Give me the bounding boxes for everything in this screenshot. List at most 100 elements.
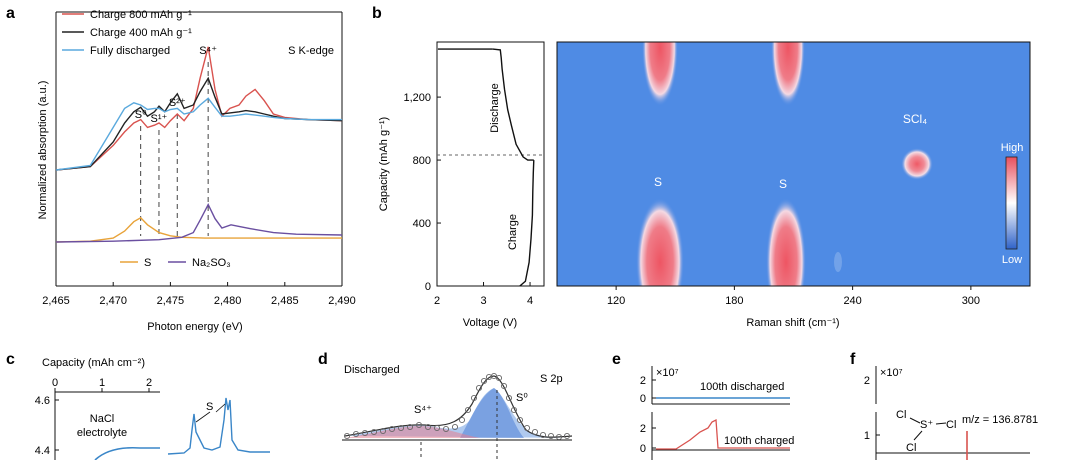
panel-c-peak-label: S <box>206 401 213 413</box>
panel-b-ylabel: Capacity (mAh g⁻¹) <box>378 117 390 211</box>
panel-a-xticks: 2,465 2,470 2,475 2,480 2,485 2,490 <box>42 282 356 307</box>
panel-d-point <box>433 424 441 432</box>
panel-b-voltage-axes <box>436 41 545 287</box>
molecule-atom-Cl-1: Cl <box>896 409 906 421</box>
panel-d-point <box>442 425 450 433</box>
heatmap-hotspot-S-high-top <box>771 42 805 106</box>
panel-d-point <box>516 416 524 424</box>
heatmap-hotspot-SCl4 <box>901 148 933 180</box>
heatmap-label-S-1: S <box>654 175 662 189</box>
panel-d-point <box>352 430 360 438</box>
legend-label-discharged: Fully discharged <box>90 45 170 57</box>
panel-d-peak-label-S4: S⁴⁺ <box>414 404 432 416</box>
panel-e-label-discharged: 100th discharged <box>700 381 784 393</box>
heatmap-hotspot-S-low-top <box>642 42 678 106</box>
panel-e-axes <box>651 366 790 460</box>
panel-f-molecule: Cl S⁺ Cl Cl <box>896 409 956 454</box>
panel-c-raman-trace <box>167 397 270 455</box>
panel-d-point <box>480 377 488 385</box>
panel-a-series-2 <box>55 97 342 171</box>
panel-d-fit-red <box>345 426 480 438</box>
panel-e-label-charged: 100th charged <box>724 435 794 447</box>
panel-a-letter: a <box>6 5 15 22</box>
panel-e-trace-charged <box>656 418 790 450</box>
panel-e-ytick-2-top: 2 <box>640 375 646 387</box>
panel-e-ytick-0-bottom: 0 <box>640 443 646 455</box>
molecule-atom-Cl-2: Cl <box>946 419 956 431</box>
panel-d-point <box>406 423 414 431</box>
panel-c-ytick-0: 4.6 <box>35 395 50 407</box>
panel-b-xtick-label: 3 <box>480 295 486 307</box>
panel-b-yticks: 0 400 800 1,200 <box>403 92 441 293</box>
panel-b-xticks: 2 3 4 <box>434 282 533 307</box>
legend-label-charge400: Charge 400 mAh g⁻¹ <box>90 27 192 39</box>
molecule-atom-S: S⁺ <box>920 419 933 431</box>
panel-d-point <box>397 424 405 432</box>
heatmap-faint-mark <box>834 252 842 272</box>
panel-a-axes <box>55 11 343 287</box>
panel-a-curves <box>55 46 343 243</box>
panel-d-letter: d <box>318 351 328 368</box>
panel-d-point <box>547 432 555 440</box>
molecule-atom-Cl-3: Cl <box>906 442 916 454</box>
panel-b-ytick-label: 800 <box>413 155 431 167</box>
panel-a-series-1 <box>55 76 343 171</box>
panel-d-datapoints <box>343 372 571 441</box>
panel-d-point <box>495 374 503 382</box>
panel-a-peak-label: S⁰ <box>135 109 147 121</box>
panel-a-xtick-label: 2,490 <box>328 295 356 307</box>
panel-c-peak-pointer-2 <box>215 403 226 413</box>
panel-d-point <box>505 394 513 402</box>
panel-d-point <box>361 429 369 437</box>
colorbar-high-label: High <box>1001 142 1024 154</box>
panel-d-point <box>490 372 498 380</box>
panel-a-peak-label: S⁴⁺ <box>199 45 217 57</box>
panel-d-point <box>531 428 539 436</box>
panel-d-point <box>379 427 387 435</box>
panel-d-xps <box>342 372 573 460</box>
panel-e-ytick-2-bottom: 2 <box>640 423 646 435</box>
panel-d-point <box>458 416 466 424</box>
panel-c-annotation-line1: NaCl <box>90 413 114 425</box>
panel-a-xtick-label: 2,485 <box>271 295 299 307</box>
panel-a-series-3 <box>55 216 342 243</box>
panel-c-ytick-1: 4.4 <box>35 445 50 457</box>
heatmap-xtick-label: 180 <box>725 295 743 307</box>
panel-d-fit-blue-2 <box>460 388 524 438</box>
panel-a-series-4 <box>55 203 343 243</box>
heatmap-label-S-2: S <box>779 177 787 191</box>
colorbar-low-label: Low <box>1002 254 1022 266</box>
panel-c-xtick-2: 2 <box>146 377 152 389</box>
panel-a-legend-bottom: S Na₂SO₃ <box>120 257 231 269</box>
panel-d-point <box>539 431 547 439</box>
heatmap-xtick-label: 120 <box>607 295 625 307</box>
panel-f-mz-label: m/z = 136.8781 <box>962 414 1038 426</box>
panel-a-ylabel: Normalized absorption (a.u.) <box>37 81 49 220</box>
panel-d-point <box>555 433 563 441</box>
panel-f-multiplier: ×10⁷ <box>880 367 903 379</box>
panel-a-peak-label: S²⁺ <box>169 97 186 109</box>
panel-a-legend-top: Charge 800 mAh g⁻¹ Charge 400 mAh g⁻¹ Fu… <box>62 9 192 57</box>
panel-a-xtick-label: 2,475 <box>157 295 185 307</box>
heatmap-hotspot-S-high-bottom <box>766 198 806 286</box>
panel-b-xtick-label: 2 <box>434 295 440 307</box>
panel-c-curve <box>94 446 160 460</box>
panel-e-multiplier: ×10⁷ <box>656 367 679 379</box>
panel-d-point <box>475 384 483 392</box>
panel-b-ytick-label: 400 <box>413 218 431 230</box>
colorbar <box>1005 156 1018 250</box>
panel-c-xtick-0: 0 <box>52 377 58 389</box>
panel-d-point <box>464 406 472 414</box>
panel-c-axes <box>54 388 160 460</box>
heatmap-xtick-label: 240 <box>843 295 861 307</box>
panel-b-curve-discharge <box>492 48 534 161</box>
heatmap-label-SCl4: SCl₄ <box>903 112 927 126</box>
panel-d-point <box>388 425 396 433</box>
panel-f-ytick-1: 1 <box>864 430 870 442</box>
panel-b-heatmap: S S SCl₄ High Low <box>556 41 1031 287</box>
panel-c-xlabel: Capacity (mAh cm⁻²) <box>42 357 145 369</box>
panel-b-heatmap-xlabel: Raman shift (cm⁻¹) <box>746 317 839 329</box>
panel-d-point <box>500 382 508 390</box>
panel-e-letter: e <box>612 351 621 368</box>
